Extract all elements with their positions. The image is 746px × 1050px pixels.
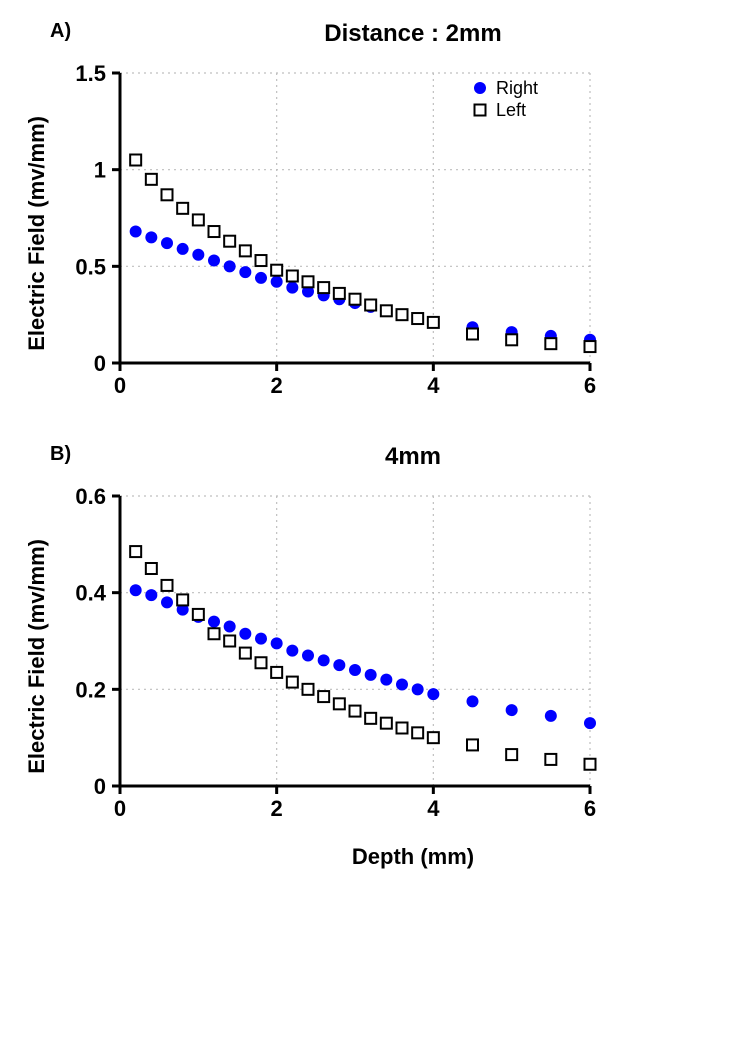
svg-text:4: 4: [427, 796, 440, 821]
svg-text:0.4: 0.4: [75, 581, 106, 606]
panel-a: A) Distance : 2mm Electric Field (mv/mm)…: [20, 20, 726, 413]
svg-text:0: 0: [94, 351, 106, 376]
panel-b-plot: 0 2 4 6 0 0.2 0.4 0.6: [50, 476, 610, 836]
svg-text:0.2: 0.2: [75, 677, 106, 702]
panel-b-ylabel: Electric Field (mv/mm): [20, 539, 50, 774]
svg-text:0: 0: [114, 373, 126, 398]
panel-b: B) 4mm Electric Field (mv/mm) 0 2 4 6 0 0.2 0.…: [20, 443, 726, 870]
svg-text:Right: Right: [496, 78, 538, 98]
panel-b-label: B): [50, 443, 71, 466]
svg-text:1: 1: [94, 158, 106, 183]
panel-a-label: A): [50, 20, 71, 43]
panel-b-title: 4mm: [100, 443, 726, 471]
svg-text:0: 0: [114, 796, 126, 821]
svg-text:4: 4: [427, 373, 440, 398]
panel-a-title: Distance : 2mm: [100, 20, 726, 48]
panel-a-plot: 0 2 4 6 0 0.5 1 1.5 RightLeft: [50, 53, 610, 413]
svg-text:0.6: 0.6: [75, 484, 106, 509]
panel-a-ylabel: Electric Field (mv/mm): [20, 116, 50, 351]
svg-text:1.5: 1.5: [75, 61, 106, 86]
svg-text:6: 6: [584, 796, 596, 821]
panel-b-xlabel: Depth (mm): [100, 844, 726, 870]
svg-text:2: 2: [271, 796, 283, 821]
svg-text:2: 2: [271, 373, 283, 398]
svg-text:Left: Left: [496, 100, 526, 120]
svg-text:0: 0: [94, 774, 106, 799]
svg-text:0.5: 0.5: [75, 254, 106, 279]
svg-text:6: 6: [584, 373, 596, 398]
